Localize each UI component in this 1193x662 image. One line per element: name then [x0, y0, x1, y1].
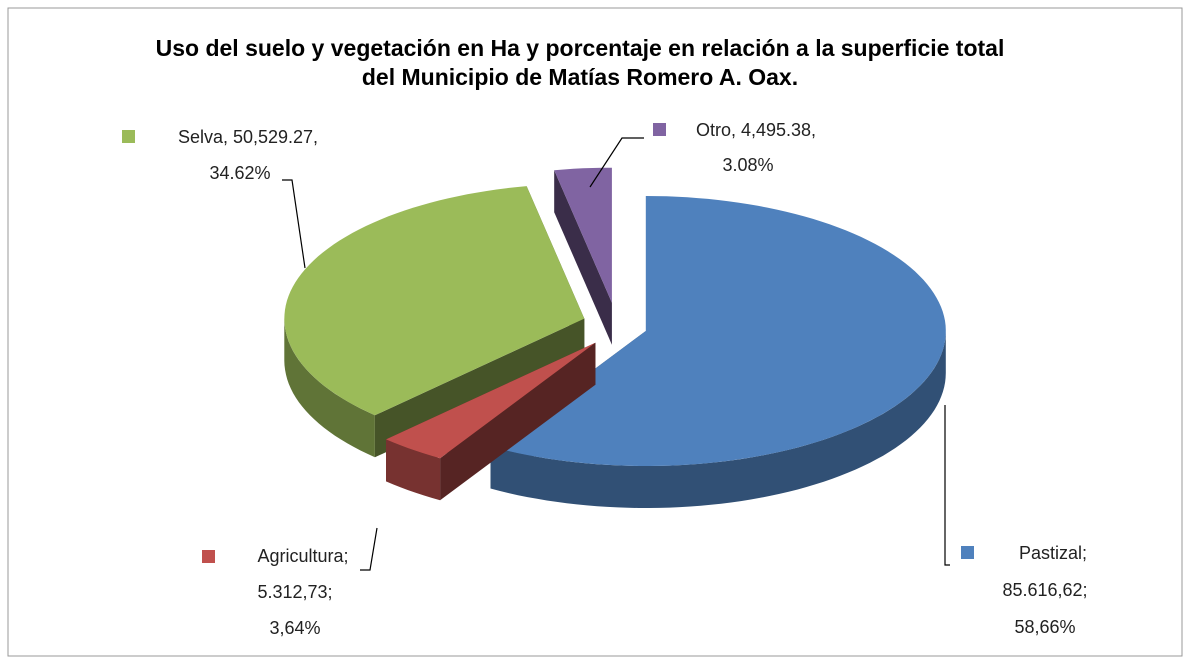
pie-slice	[490, 196, 946, 508]
slice-wall	[386, 439, 441, 501]
data-label: 34.62%	[209, 163, 270, 183]
slice-side	[440, 342, 596, 501]
pie-slice	[554, 167, 612, 345]
slice-top	[490, 196, 946, 466]
slice-wall	[284, 318, 375, 458]
data-label: 85.616,62;	[1002, 580, 1087, 600]
chart-title: Uso del suelo y vegetación en Ha y porce…	[155, 35, 1005, 90]
data-label: Pastizal;	[1019, 543, 1087, 563]
label-key	[653, 123, 666, 136]
label-key	[122, 130, 135, 143]
pie-slice	[386, 342, 596, 501]
data-label: 3,64%	[269, 618, 320, 638]
label-key	[961, 546, 974, 559]
label-key	[202, 550, 215, 563]
slice-top	[386, 342, 596, 459]
data-label: 58,66%	[1014, 617, 1075, 637]
leader-line	[282, 179, 306, 269]
data-label: Selva, 50,529.27,	[178, 127, 318, 147]
leader-line	[589, 137, 644, 188]
slice-side	[554, 170, 612, 345]
slice-wall	[490, 331, 946, 508]
leader-line	[944, 405, 950, 566]
data-label: 5.312,73;	[257, 582, 332, 602]
data-label: Otro, 4,495.38,	[696, 120, 816, 140]
data-label: Agricultura;	[257, 546, 348, 566]
chart-border	[7, 7, 1183, 657]
slice-top	[554, 167, 612, 303]
slice-top	[284, 186, 585, 416]
data-label: 3.08%	[722, 155, 773, 175]
leader-line	[360, 527, 378, 571]
